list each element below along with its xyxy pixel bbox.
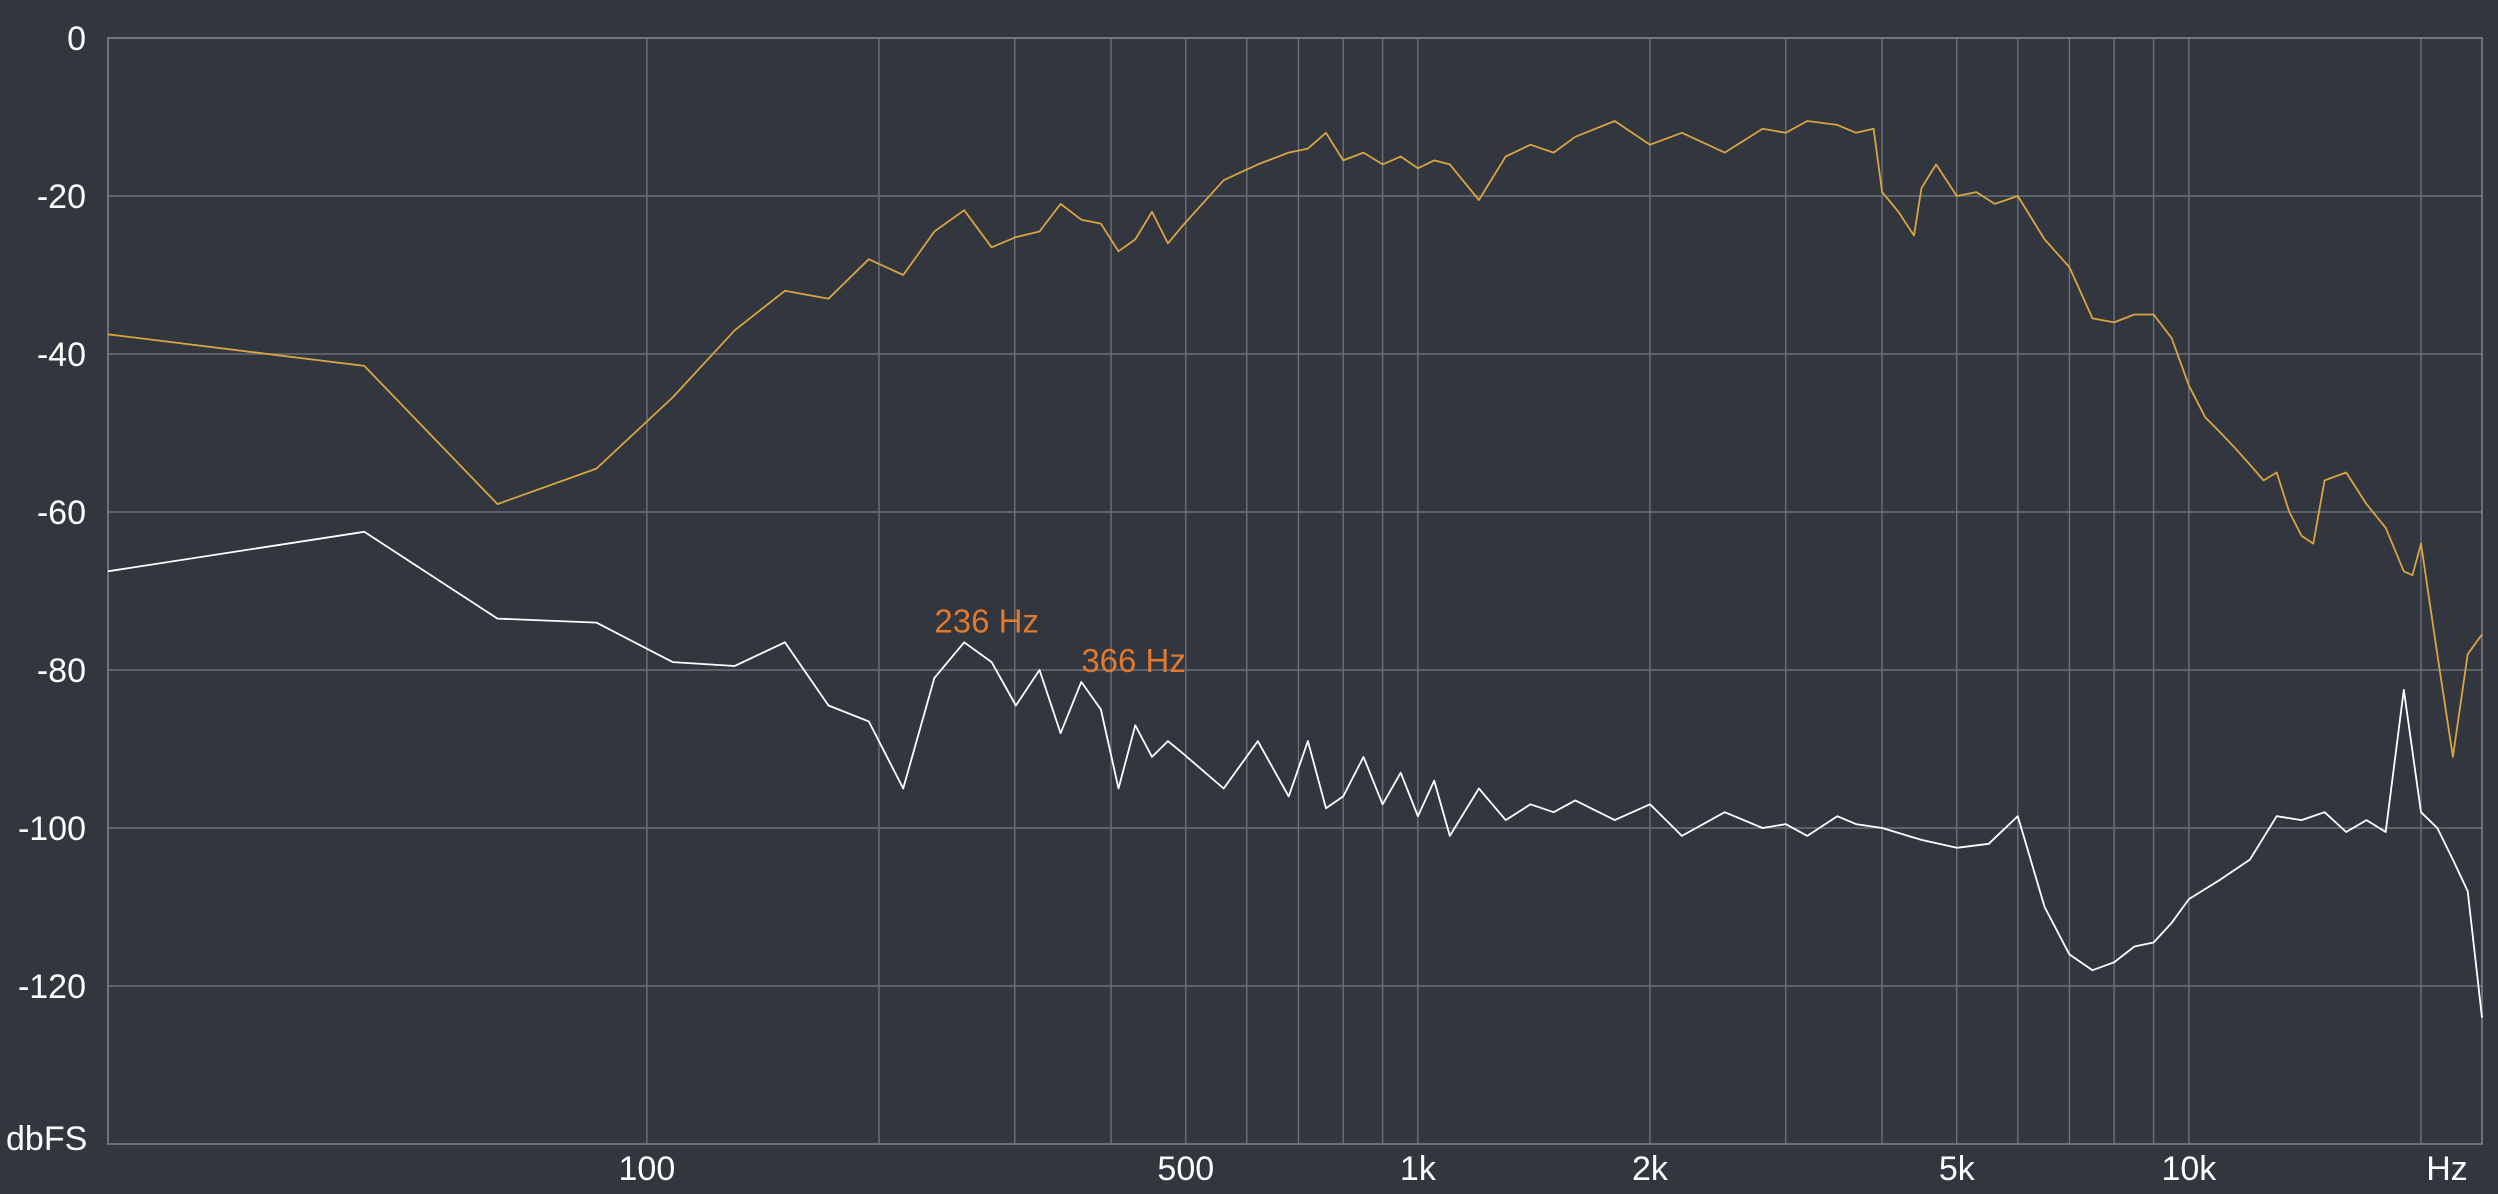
y-tick-labels: 0 -20 -40 -60 -80 -100 -120 <box>18 20 86 1006</box>
plot-frame <box>107 37 2483 1145</box>
x-tick-label: 5k <box>1939 1150 1976 1188</box>
y-axis-label: dbFS <box>6 1120 87 1158</box>
x-tick-label: 500 <box>1157 1150 1214 1188</box>
y-tick-label: -80 <box>37 652 86 690</box>
y-tick-label: -60 <box>37 494 86 532</box>
y-tick-label: -100 <box>18 810 86 848</box>
peak-annotation: 236 Hz <box>934 602 1039 639</box>
series-line-1 <box>107 120 2483 758</box>
series-group <box>107 120 2483 1018</box>
x-tick-label: 10k <box>2161 1150 2217 1188</box>
y-tick-label: 0 <box>67 20 86 58</box>
x-tick-label: 100 <box>619 1150 676 1188</box>
x-axis-label: Hz <box>2426 1150 2468 1188</box>
grid-lines <box>108 37 2482 1144</box>
y-tick-label: -40 <box>37 336 86 374</box>
series-line-2 <box>107 530 2483 1018</box>
annotation-group: 236 Hz 366 Hz <box>934 602 1185 679</box>
x-tick-label: 1k <box>1400 1150 1437 1188</box>
x-tick-label: 2k <box>1632 1150 1669 1188</box>
peak-annotation: 366 Hz <box>1081 642 1186 679</box>
y-tick-label: -120 <box>18 968 86 1006</box>
y-tick-label: -20 <box>37 178 86 216</box>
x-tick-labels: 100 500 1k 2k 5k 10k <box>619 1150 2218 1188</box>
